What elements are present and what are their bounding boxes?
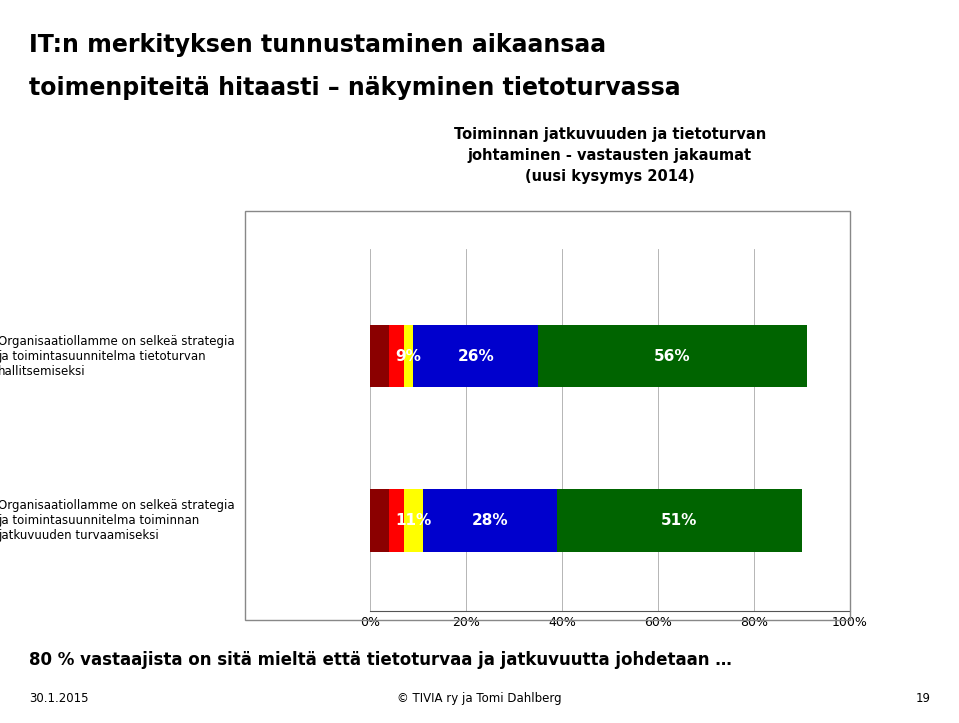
Bar	[538, 325, 807, 388]
Text: IT:n merkityksen tunnustaminen aikaansaa: IT:n merkityksen tunnustaminen aikaansaa	[29, 33, 606, 56]
Bar	[370, 489, 389, 552]
Text: Organisaatiollamme on selkeä strategia
ja toimintasuunnitelma toiminnan
jatkuvuu: Organisaatiollamme on selkeä strategia j…	[0, 499, 235, 542]
Text: 56%: 56%	[654, 348, 690, 364]
Text: 30.1.2015: 30.1.2015	[29, 692, 88, 705]
Text: © TIVIA ry ja Tomi Dahlberg: © TIVIA ry ja Tomi Dahlberg	[397, 692, 562, 705]
Text: 28%: 28%	[472, 513, 508, 528]
Text: 19: 19	[915, 692, 930, 705]
Bar	[557, 489, 802, 552]
Bar	[370, 325, 389, 388]
Bar	[389, 325, 404, 388]
Bar	[404, 325, 413, 388]
Text: toimenpiteitä hitaasti – näkyminen tietoturvassa: toimenpiteitä hitaasti – näkyminen tieto…	[29, 76, 680, 100]
Text: Toiminnan jatkuvuuden ja tietoturvan
johtaminen - vastausten jakaumat
(uusi kysy: Toiminnan jatkuvuuden ja tietoturvan joh…	[454, 127, 766, 184]
Text: 51%: 51%	[662, 513, 697, 528]
Text: Organisaatiollamme on selkeä strategia
ja toimintasuunnitelma tietoturvan
hallit: Organisaatiollamme on selkeä strategia j…	[0, 335, 235, 377]
Text: 9%: 9%	[396, 348, 421, 364]
Text: 26%: 26%	[457, 348, 494, 364]
Bar	[423, 489, 557, 552]
Bar	[389, 489, 404, 552]
Text: 11%: 11%	[395, 513, 432, 528]
Bar	[413, 325, 538, 388]
Bar	[404, 489, 423, 552]
Text: 80 % vastaajista on sitä mieltä että tietoturvaa ja jatkuvuutta johdetaan …: 80 % vastaajista on sitä mieltä että tie…	[29, 651, 732, 669]
